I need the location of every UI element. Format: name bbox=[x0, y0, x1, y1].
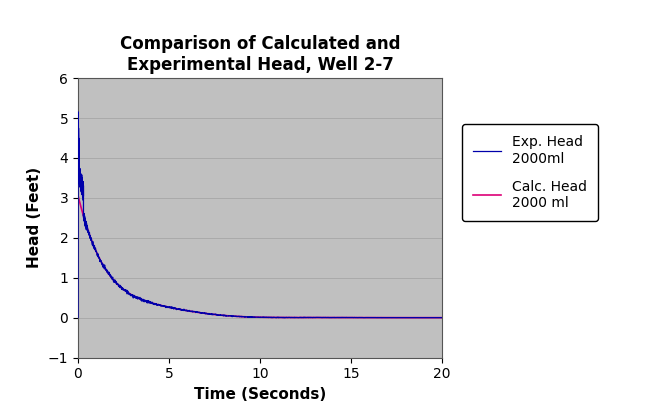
Y-axis label: Head (Feet): Head (Feet) bbox=[27, 167, 42, 268]
Legend: Exp. Head
2000ml, Calc. Head
2000 ml: Exp. Head 2000ml, Calc. Head 2000 ml bbox=[462, 125, 598, 221]
X-axis label: Time (Seconds): Time (Seconds) bbox=[194, 387, 326, 402]
Title: Comparison of Calculated and
Experimental Head, Well 2-7: Comparison of Calculated and Experimenta… bbox=[120, 35, 400, 74]
